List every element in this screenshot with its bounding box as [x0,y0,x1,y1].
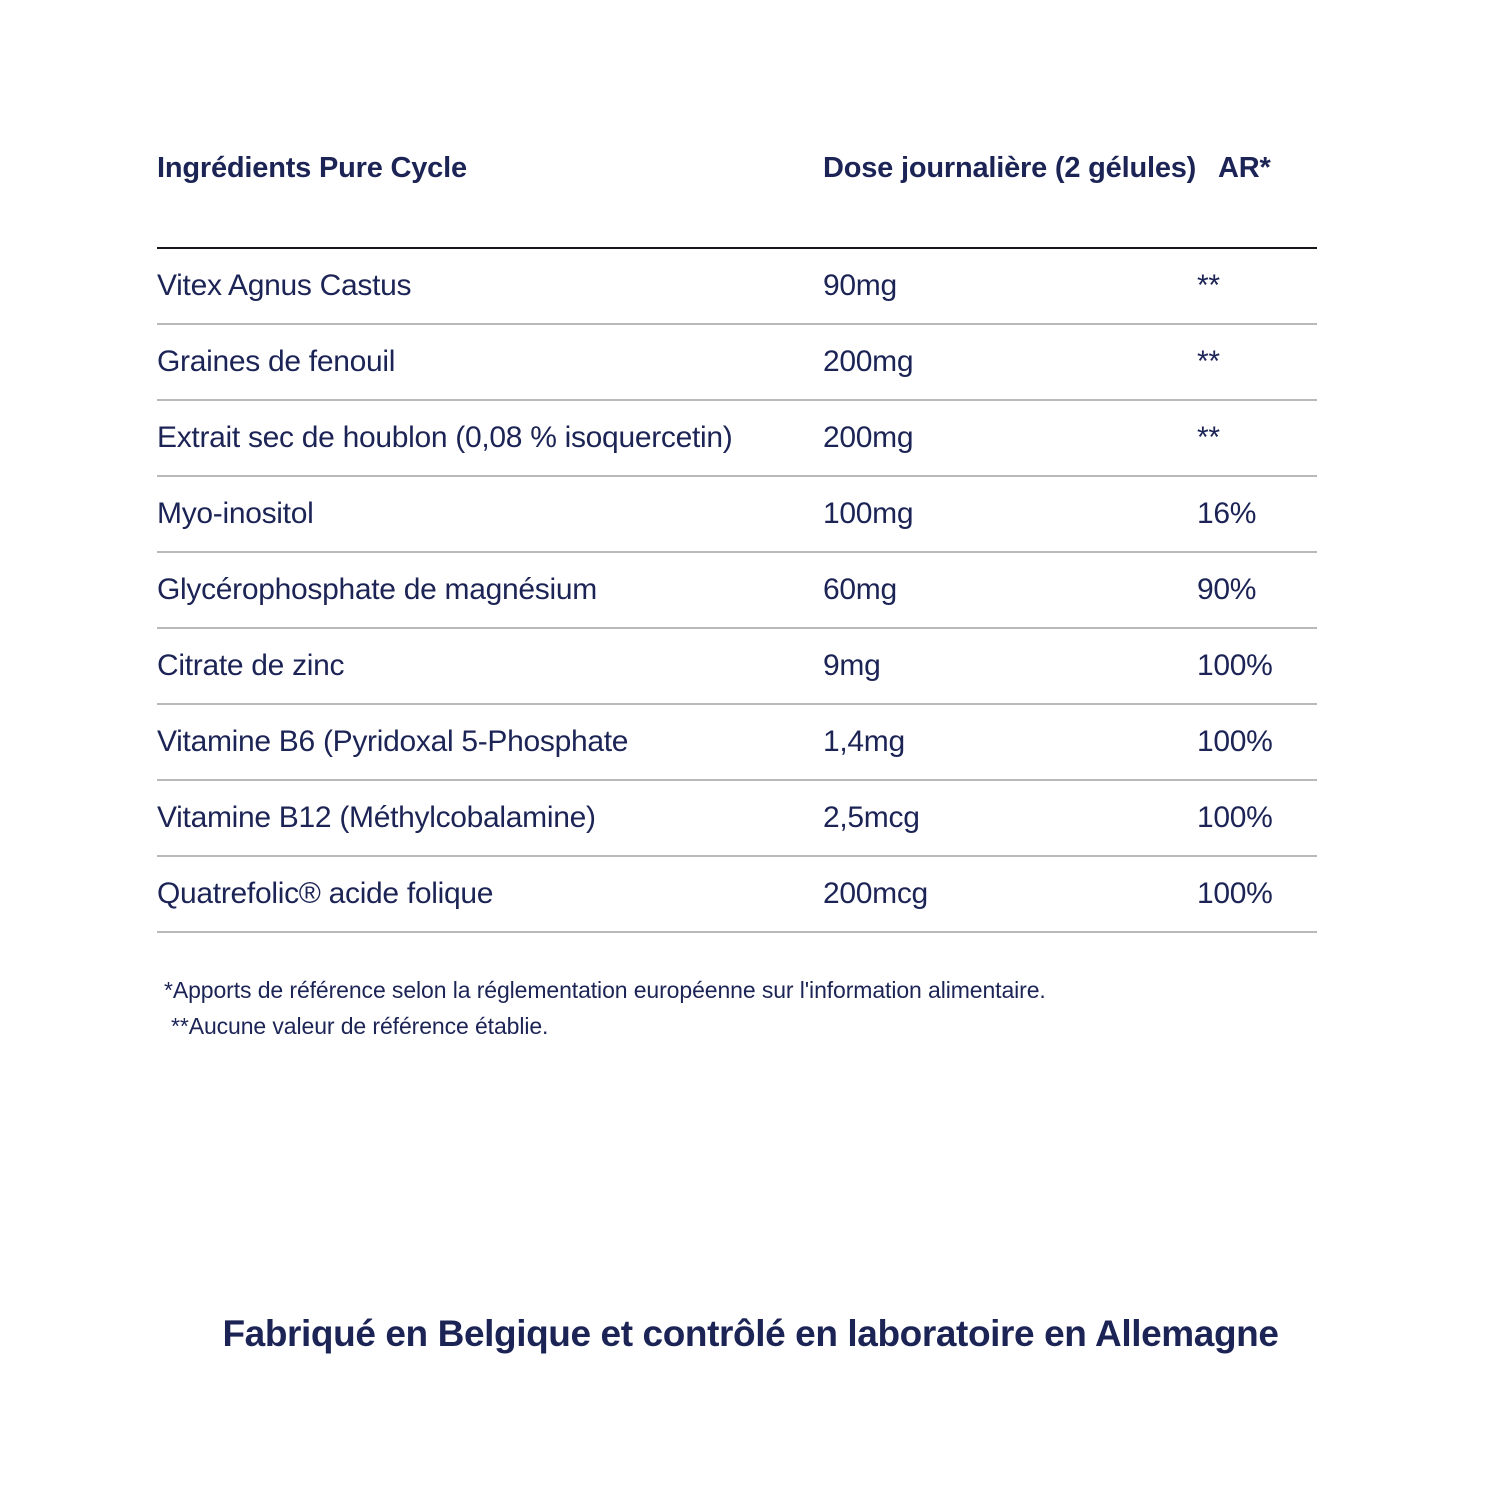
cell-ingredient-dose: 100mg [823,476,1177,553]
cell-ingredient-ar: ** [1177,400,1317,477]
cell-ingredient-name: Glycérophosphate de magnésium [157,552,823,629]
cell-ingredient-ar: 90% [1177,552,1317,629]
cell-ingredient-ar: ** [1177,324,1317,401]
cell-ingredient-dose: 200mcg [823,856,1177,933]
table-row: Quatrefolic® acide folique 200mcg 100% [157,856,1317,933]
cell-ingredient-dose: 90mg [823,248,1177,325]
cell-ingredient-dose: 200mg [823,400,1177,477]
footnote-no-reference-value: **Aucune valeur de référence établie. [171,1013,549,1039]
cell-ingredient-name: Vitamine B6 (Pyridoxal 5-Phosphate [157,704,823,781]
cell-ingredient-name: Vitamine B12 (Méthylcobalamine) [157,780,823,857]
column-header-ingredients: Ingrédients Pure Cycle [157,152,823,249]
nutrition-table-container: Ingrédients Pure Cycle Dose journalière … [157,152,1317,933]
manufacturing-banner-text: Fabriqué en Belgique et contrôlé en labo… [222,1313,1279,1354]
table-header: Ingrédients Pure Cycle Dose journalière … [157,152,1317,249]
column-header-daily-dose: Dose journalière (2 gélules) [823,152,1196,249]
cell-ingredient-ar: 100% [1177,780,1317,857]
table-row: Vitamine B12 (Méthylcobalamine) 2,5mcg 1… [157,780,1317,857]
cell-ingredient-name: Quatrefolic® acide folique [157,856,823,933]
cell-ingredient-dose: 2,5mcg [823,780,1177,857]
cell-ingredient-ar: 100% [1177,704,1317,781]
cell-ingredient-name: Vitex Agnus Castus [157,248,823,325]
table-header-row: Ingrédients Pure Cycle Dose journalière … [157,152,1317,249]
table-row: Extrait sec de houblon (0,08 % isoquerce… [157,400,1317,477]
cell-ingredient-name: Graines de fenouil [157,324,823,401]
table-row: Citrate de zinc 9mg 100% [157,628,1317,705]
table-row: Graines de fenouil 200mg ** [157,324,1317,401]
table-body: Vitex Agnus Castus 90mg ** Graines de fe… [157,248,1317,933]
cell-ingredient-ar: 100% [1177,856,1317,933]
manufacturing-banner: Fabriqué en Belgique et contrôlé en labo… [0,1313,1501,1355]
ingredients-table: Ingrédients Pure Cycle Dose journalière … [157,152,1317,933]
table-row: Glycérophosphate de magnésium 60mg 90% [157,552,1317,629]
cell-ingredient-dose: 9mg [823,628,1177,705]
cell-ingredient-dose: 1,4mg [823,704,1177,781]
footnote-reference-intakes: *Apports de référence selon la réglement… [164,977,1046,1003]
cell-ingredient-dose: 60mg [823,552,1177,629]
cell-ingredient-ar: ** [1177,248,1317,325]
cell-ingredient-name: Extrait sec de houblon (0,08 % isoquerce… [157,400,823,477]
cell-ingredient-dose: 200mg [823,324,1177,401]
table-row: Myo-inositol 100mg 16% [157,476,1317,553]
table-row: Vitex Agnus Castus 90mg ** [157,248,1317,325]
cell-ingredient-name: Myo-inositol [157,476,823,553]
cell-ingredient-name: Citrate de zinc [157,628,823,705]
footnotes-block: *Apports de référence selon la réglement… [164,972,1314,1044]
cell-ingredient-ar: 100% [1177,628,1317,705]
table-row: Vitamine B6 (Pyridoxal 5-Phosphate 1,4mg… [157,704,1317,781]
cell-ingredient-ar: 16% [1177,476,1317,553]
column-header-ar: AR* [1177,152,1317,249]
